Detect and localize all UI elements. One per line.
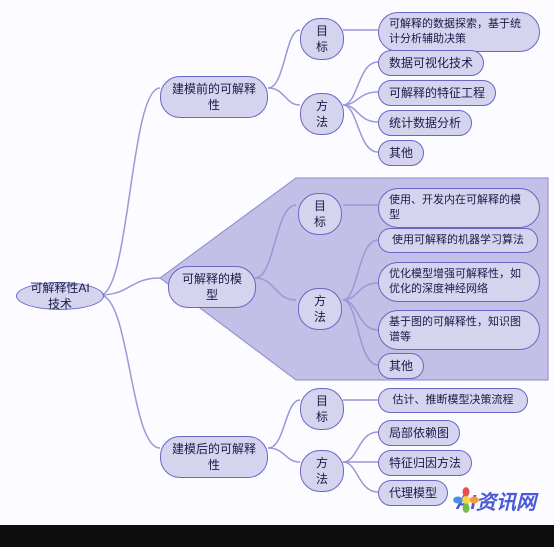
b2-method-item-1: 优化模型增强可解释性，如优化的深度神经网络 xyxy=(378,262,540,302)
edge xyxy=(343,462,378,492)
b3-method: 方法 xyxy=(300,450,344,492)
b3-method-item-2: 代理模型 xyxy=(378,480,448,506)
b2-method-item-2: 基于图的可解释性，知识图谱等 xyxy=(378,310,540,350)
edge xyxy=(100,295,160,448)
b3-goal: 目标 xyxy=(300,388,344,430)
b2-method-item-3: 其他 xyxy=(378,353,424,379)
root-node: 可解释性AI技术 xyxy=(16,282,104,310)
branch-1: 建模前的可解释性 xyxy=(160,76,268,118)
footer-bar xyxy=(0,525,554,547)
edge xyxy=(268,448,300,462)
b1-method-item-0: 数据可视化技术 xyxy=(378,50,484,76)
edge xyxy=(268,88,300,105)
b1-method-item-2: 统计数据分析 xyxy=(378,110,472,136)
watermark: AI资讯网 xyxy=(452,486,536,515)
b1-goal: 目标 xyxy=(300,18,344,60)
edge xyxy=(343,62,378,105)
b2-goal: 目标 xyxy=(298,193,342,235)
edge xyxy=(100,88,160,295)
branch-3: 建模后的可解释性 xyxy=(160,436,268,478)
b1-method-item-3: 其他 xyxy=(378,140,424,166)
b1-method-item-1: 可解释的特征工程 xyxy=(378,80,496,106)
edge xyxy=(343,432,378,462)
edge xyxy=(268,30,300,88)
b1-method: 方法 xyxy=(300,93,344,135)
edge xyxy=(268,400,300,448)
b2-goal-item-0: 使用、开发内在可解释的模型 xyxy=(378,188,540,228)
b2-method-item-0: 使用可解释的机器学习算法 xyxy=(378,228,538,253)
b3-method-item-0: 局部依赖图 xyxy=(378,420,460,446)
edge xyxy=(343,105,378,152)
b3-goal-item-0: 估计、推断模型决策流程 xyxy=(378,388,528,413)
b1-goal-item-0: 可解释的数据探索，基于统计分析辅助决策 xyxy=(378,12,540,52)
branch-2: 可解释的模型 xyxy=(168,266,256,308)
b2-method: 方法 xyxy=(298,288,342,330)
b3-method-item-1: 特征归因方法 xyxy=(378,450,472,476)
